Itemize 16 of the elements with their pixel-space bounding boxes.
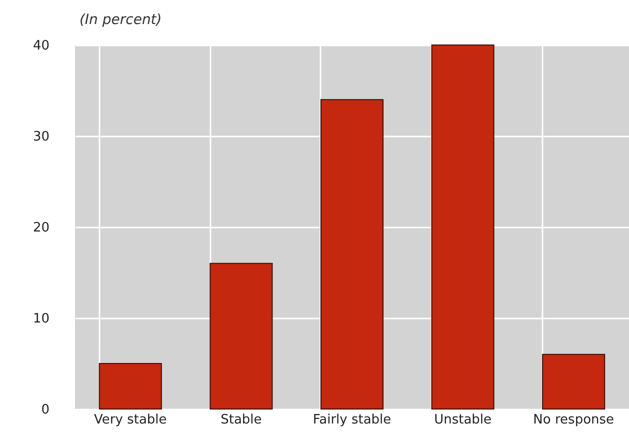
y-tick-label: 10 [32,312,50,326]
x-tick-label: Very stable [94,412,167,428]
y-tick-label: 0 [41,402,50,418]
y-tick-label: 40 [32,38,50,54]
bar [542,354,606,410]
bar [210,262,273,410]
y-tick-label: 30 [32,130,50,144]
chart-subtitle: (In percent) [79,12,162,28]
x-tick-label: Fairly stable [312,412,392,428]
bar [431,44,494,410]
x-tick-label: No response [533,412,614,428]
x-tick-label: Unstable [434,412,492,428]
bar [98,363,162,410]
y-tick-label: 20 [32,220,50,236]
x-tick-label: Stable [220,412,262,428]
bar [320,99,384,410]
